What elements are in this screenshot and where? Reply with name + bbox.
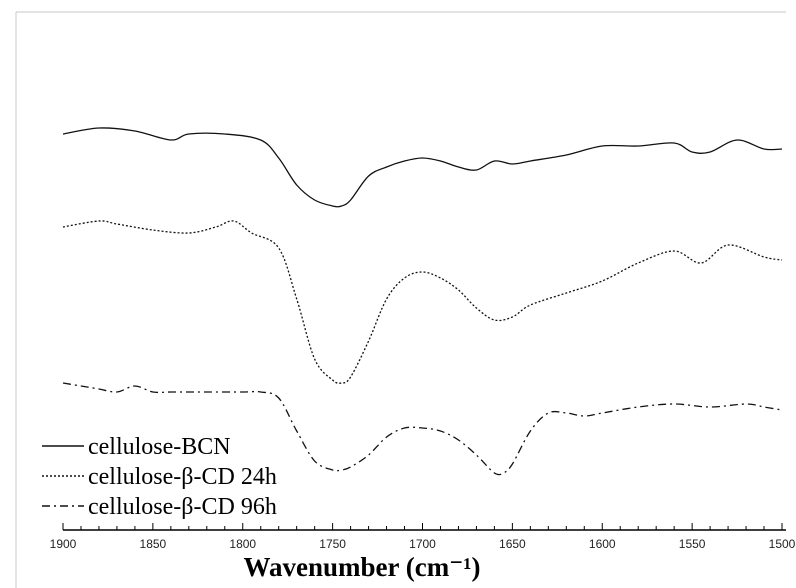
- x-tick-label: 1750: [319, 537, 346, 551]
- x-tick-label: 1500: [769, 537, 796, 551]
- series-line-cd-24h: [62, 220, 783, 384]
- x-tick-label: 1650: [499, 537, 526, 551]
- series-line-bcn: [62, 127, 783, 208]
- x-tick-label: 1900: [50, 537, 77, 551]
- legend: cellulose-BCN cellulose-β-CD 24h cellulose…: [42, 434, 277, 520]
- legend-label-cd-24h: cellulose-β-CD 24h: [88, 464, 277, 490]
- x-tick-label: 1550: [679, 537, 706, 551]
- x-axis: 1900 1850 1800 1750 1700 1650 1600 1550 1500: [50, 523, 796, 551]
- x-tick-label: 1600: [589, 537, 616, 551]
- series-layer: [62, 127, 783, 476]
- x-tick-label: 1850: [140, 537, 167, 551]
- series-line-cd-96h: [62, 382, 783, 476]
- x-tick-label: 1700: [409, 537, 436, 551]
- x-tick-label: 1800: [229, 537, 256, 551]
- legend-label-cd-96h: cellulose-β-CD 96h: [88, 494, 277, 520]
- x-axis-title: Wavenumber (cm⁻¹): [243, 552, 480, 582]
- legend-label-bcn: cellulose-BCN: [88, 434, 231, 460]
